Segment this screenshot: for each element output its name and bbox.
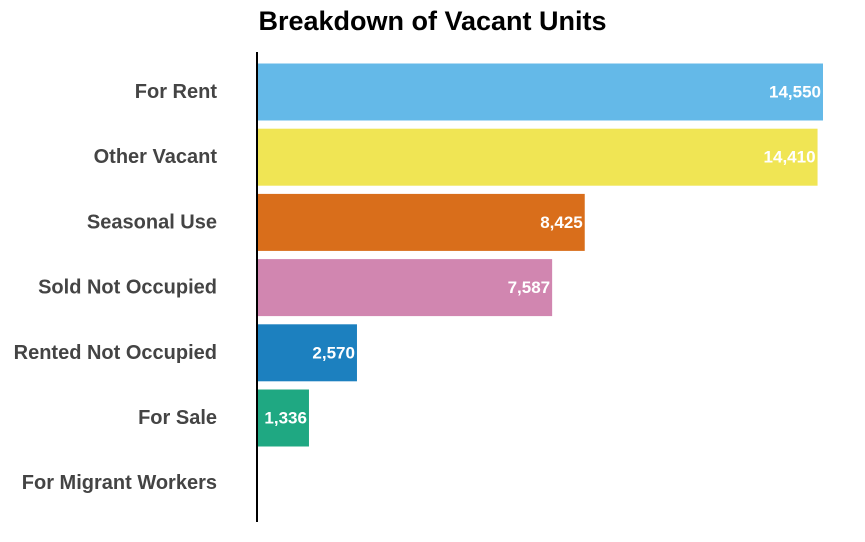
bars-layer: [257, 63, 823, 447]
category-label: Rented Not Occupied: [14, 342, 217, 364]
chart-title: Breakdown of Vacant Units: [258, 6, 607, 36]
value-label: 7,587: [508, 278, 551, 297]
category-label: For Rent: [135, 81, 218, 103]
category-label: Sold Not Occupied: [38, 277, 217, 299]
bar-seasonal-use: [257, 193, 585, 251]
category-label: For Sale: [138, 407, 217, 429]
category-label: For Migrant Workers: [22, 472, 217, 494]
bar-for-rent: [257, 63, 823, 121]
value-label: 2,570: [312, 343, 355, 362]
labels-layer: For Rent 14,550 Other Vacant 14,410 Seasonal…: [14, 81, 821, 494]
category-label: Other Vacant: [94, 146, 218, 168]
value-label: 8,425: [540, 213, 583, 232]
value-label: 1,336: [264, 409, 307, 428]
value-label: 14,550: [769, 83, 821, 102]
category-label: Seasonal Use: [87, 211, 217, 233]
value-label: 14,410: [764, 148, 816, 167]
bar-other-vacant: [257, 128, 818, 186]
bar-sold-not-occupied: [257, 259, 553, 317]
bar-for-sale: [257, 389, 309, 447]
bar-rented-not-occupied: [257, 324, 357, 382]
